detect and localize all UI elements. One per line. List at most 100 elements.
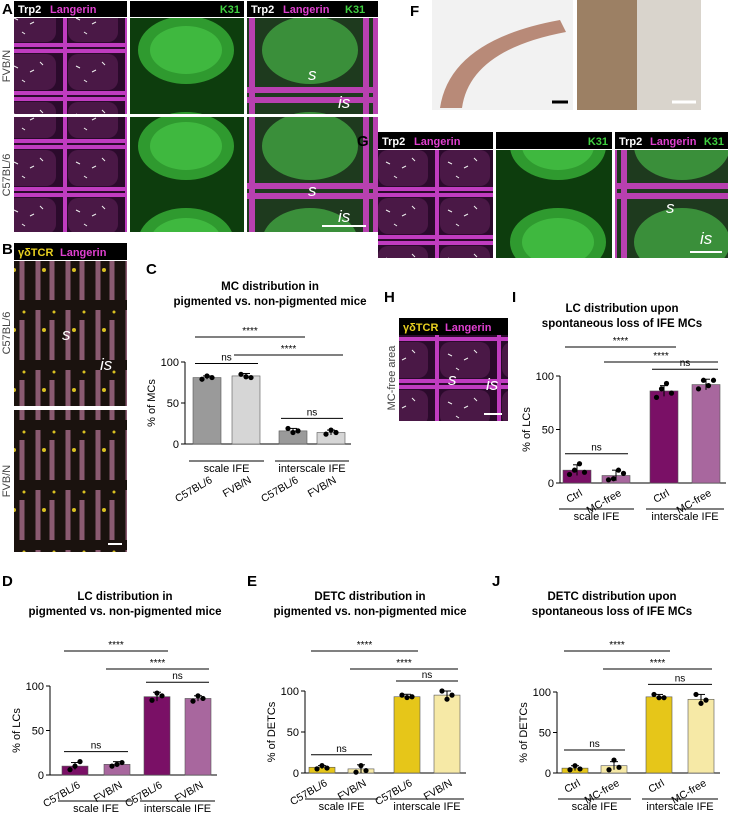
data-point	[295, 428, 301, 434]
chart-title: pigmented vs. non-pigmented mice	[29, 606, 222, 618]
chart-title: MC distribution in	[221, 281, 319, 293]
significance-label: ns	[221, 352, 232, 363]
data-point	[363, 767, 369, 774]
data-point	[149, 697, 155, 703]
data-point	[698, 700, 704, 706]
group-label: scale IFE	[572, 801, 618, 813]
group-label: scale IFE	[319, 801, 365, 813]
bar	[143, 696, 171, 776]
chart-title: LC distribution upon	[565, 303, 678, 315]
panel-label: G	[357, 133, 369, 150]
bar	[687, 698, 715, 774]
label-box	[247, 1, 378, 17]
channel-label: Trp2	[251, 4, 274, 16]
data-point	[663, 380, 670, 387]
x-tick-label: FVB/N	[306, 474, 339, 500]
channel-label: Langerin	[650, 136, 697, 148]
data-point	[72, 763, 78, 769]
label-box	[615, 132, 728, 149]
significance-label: ****	[609, 640, 625, 651]
bar	[433, 694, 461, 774]
group-label: interscale IFE	[278, 463, 345, 475]
group-label: scale IFE	[204, 463, 250, 475]
data-point	[668, 390, 675, 396]
micrograph	[14, 18, 127, 114]
micrograph	[247, 117, 378, 232]
y-tick-label: 0	[173, 439, 179, 451]
significance-label: ns	[336, 744, 347, 755]
region-label: is	[338, 207, 351, 226]
chart-title: spontaneous loss of IFE MCs	[532, 606, 692, 618]
data-point	[577, 766, 583, 772]
significance-label: ns	[589, 739, 600, 750]
panel-label: H	[384, 289, 395, 306]
bar	[649, 390, 679, 484]
channel-label: K31	[220, 4, 240, 16]
label-box	[130, 1, 244, 17]
panel-label: B	[2, 241, 13, 258]
label-box	[399, 318, 508, 335]
data-point	[653, 394, 660, 400]
channel-label: γδTCR	[403, 322, 438, 334]
data-point	[620, 470, 627, 476]
x-tick-label: C57BL/6	[173, 474, 215, 505]
data-point	[324, 765, 330, 771]
data-point	[114, 761, 120, 767]
y-tick-label: 100	[533, 687, 551, 699]
bar	[184, 698, 212, 776]
micrograph	[14, 410, 127, 552]
region-label: s	[666, 198, 675, 217]
label-box	[14, 243, 127, 260]
data-point	[238, 371, 244, 377]
significance-label: ns	[91, 741, 102, 752]
data-point	[693, 691, 699, 698]
data-point	[610, 476, 617, 482]
y-axis-label: % of DETCs	[518, 702, 530, 763]
y-tick-label: 50	[539, 728, 551, 740]
y-tick-label: 50	[32, 726, 44, 738]
data-point	[710, 377, 717, 383]
data-point	[290, 429, 296, 436]
label-box	[496, 132, 612, 149]
significance-label: ****	[150, 658, 166, 669]
micrograph	[130, 117, 244, 232]
significance-label: ns	[675, 673, 686, 684]
significance-label: ****	[653, 351, 669, 362]
significance-label: ****	[613, 336, 629, 347]
data-point	[572, 763, 578, 769]
channel-label: Langerin	[60, 247, 107, 259]
data-point	[328, 427, 334, 433]
y-tick-label: 0	[545, 768, 551, 780]
channel-label: Trp2	[619, 136, 642, 148]
y-tick-label: 100	[161, 357, 179, 369]
data-point	[399, 692, 405, 698]
y-tick-label: 50	[287, 727, 299, 739]
significance-label: ****	[357, 640, 373, 651]
data-point	[154, 690, 160, 696]
region-label: s	[308, 181, 317, 200]
data-point	[576, 461, 583, 467]
channel-label: Trp2	[382, 136, 405, 148]
x-tick-label: Ctrl	[646, 777, 666, 796]
chart-title: DETC distribution upon	[547, 591, 676, 603]
data-point	[656, 695, 662, 701]
y-tick-label: 0	[548, 478, 554, 490]
data-point	[703, 697, 709, 703]
chart-title: spontaneous loss of IFE MCs	[542, 318, 702, 330]
group-label: scale IFE	[73, 803, 119, 815]
channel-label: K31	[588, 136, 608, 148]
significance-label: ****	[242, 326, 258, 337]
group-label: interscale IFE	[646, 801, 713, 813]
scales-photo	[577, 0, 637, 110]
data-point	[606, 767, 612, 773]
channel-label: γδTCR	[18, 247, 53, 259]
micrograph	[496, 150, 612, 258]
panel-label: D	[2, 573, 13, 590]
data-point	[353, 769, 359, 775]
data-point	[209, 374, 215, 381]
micrograph	[247, 18, 378, 114]
region-label: is	[486, 375, 499, 394]
micrograph	[378, 150, 493, 258]
micrograph	[130, 18, 244, 114]
row-label: MC-free area	[386, 345, 398, 411]
